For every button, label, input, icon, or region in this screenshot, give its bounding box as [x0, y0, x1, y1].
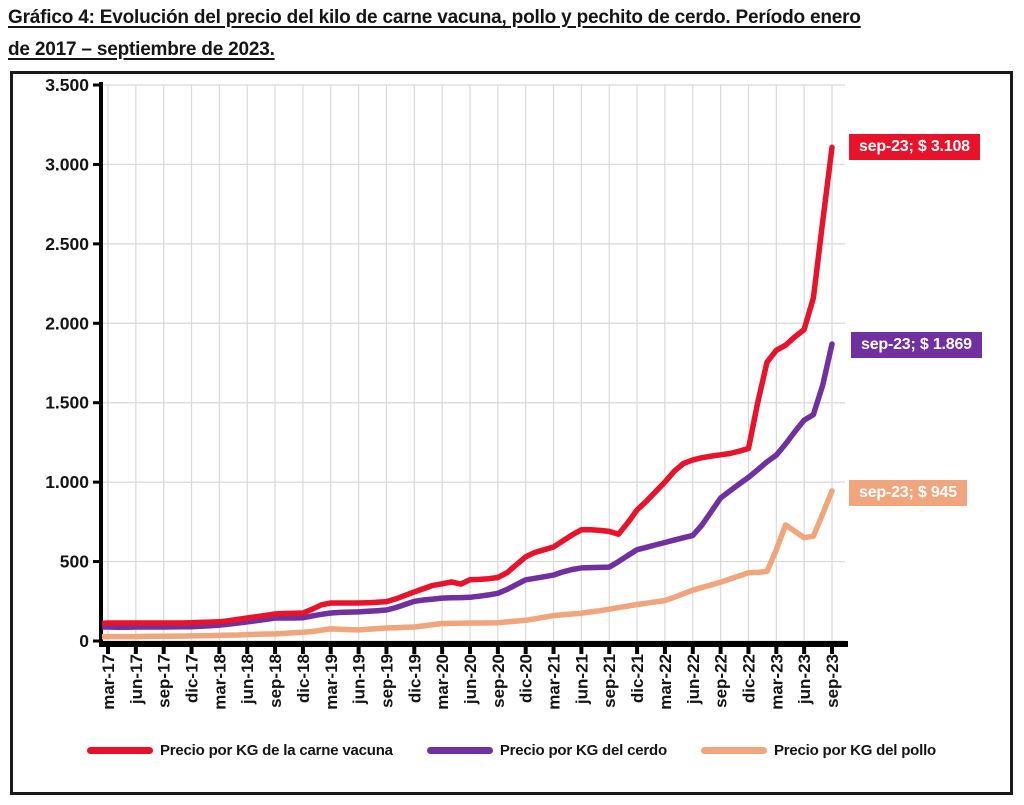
data-label-pollo: sep-23; $ 945	[849, 480, 967, 506]
x-axis-label: dic-21	[628, 654, 647, 703]
series-lines	[102, 144, 835, 640]
x-axis-label: mar-22	[656, 654, 675, 710]
x-axis-label: dic-22	[739, 654, 758, 703]
legend-line-swatch-peach	[700, 747, 767, 754]
legend-line-swatch-purple	[426, 747, 493, 754]
y-axis-label: 500	[60, 552, 89, 572]
x-axis-label: jun-21	[572, 654, 591, 705]
legend-item-carne-vacuna: Precio por KG de la carne vacuna	[86, 742, 393, 759]
x-axis-label: dic-17	[183, 654, 202, 703]
y-axis-label: 2.500	[45, 234, 89, 254]
chart-figure: 0 500 1.000 1.500 2.000 2.500 3.000 3.500 mar-17…	[10, 71, 1013, 795]
x-axis-label: dic-20	[517, 654, 536, 703]
x-axis-label: mar-18	[210, 654, 229, 710]
chart-legend: Precio por KG de la carne vacuna Precio …	[16, 742, 1007, 759]
price-line-chart: 0 500 1.000 1.500 2.000 2.500 3.000 3.500 mar-17…	[45, 75, 848, 710]
x-axis-label: dic-19	[405, 654, 424, 703]
x-axis-label: sep-19	[377, 654, 396, 708]
x-axis-label: jun-23	[795, 654, 814, 705]
x-axis-label: sep-21	[600, 654, 619, 708]
x-axis-label: jun-18	[238, 654, 257, 705]
chart-title-line1: Gráfico 4: Evolución del precio del kilo…	[8, 7, 861, 28]
x-axis-label: sep-23	[823, 654, 842, 708]
x-axis-label: mar-23	[767, 654, 786, 710]
chart-title-line2: de 2017 – septiembre de 2023.	[8, 39, 275, 60]
y-axis-label: 2.000	[45, 313, 89, 333]
x-axis-label: jun-17	[127, 654, 146, 705]
y-axis-label: 3.500	[45, 75, 89, 95]
x-axis-label: jun-20	[461, 654, 480, 705]
x-axis-label: mar-19	[322, 654, 341, 710]
x-axis-label: mar-21	[545, 654, 564, 710]
y-axis-label: 1.000	[45, 472, 89, 492]
x-axis-label: sep-20	[489, 654, 508, 708]
y-axis-label: 0	[79, 631, 89, 651]
data-label-cerdo: sep-23; $ 1.869	[851, 332, 982, 358]
x-axis-label: mar-17	[99, 654, 118, 710]
legend-item-cerdo: Precio por KG del cerdo	[426, 742, 667, 759]
x-axis-label: jun-22	[684, 654, 703, 705]
legend-line-swatch-red	[86, 747, 153, 754]
legend-label-carne-vacuna: Precio por KG de la carne vacuna	[159, 742, 393, 759]
x-axis-label: dic-18	[294, 654, 313, 703]
series-line-2	[102, 488, 835, 640]
x-axis-label: sep-22	[712, 654, 731, 708]
x-axis-label: mar-20	[433, 654, 452, 710]
legend-label-cerdo: Precio por KG del cerdo	[499, 742, 667, 759]
x-axis-label: sep-18	[266, 654, 285, 708]
y-axis-label: 1.500	[45, 393, 89, 413]
series-line-1	[102, 341, 835, 630]
y-axis-label: 3.000	[45, 154, 89, 174]
series-line-0	[102, 144, 835, 627]
x-axis-label: sep-17	[155, 654, 174, 708]
chart-title: Gráfico 4: Evolución del precio del kilo…	[8, 2, 1018, 66]
legend-item-pollo: Precio por KG del pollo	[700, 742, 937, 759]
data-label-carne-vacuna: sep-23; $ 3.108	[849, 134, 980, 160]
legend-label-pollo: Precio por KG del pollo	[773, 742, 937, 759]
x-axis-label: jun-19	[350, 654, 369, 705]
